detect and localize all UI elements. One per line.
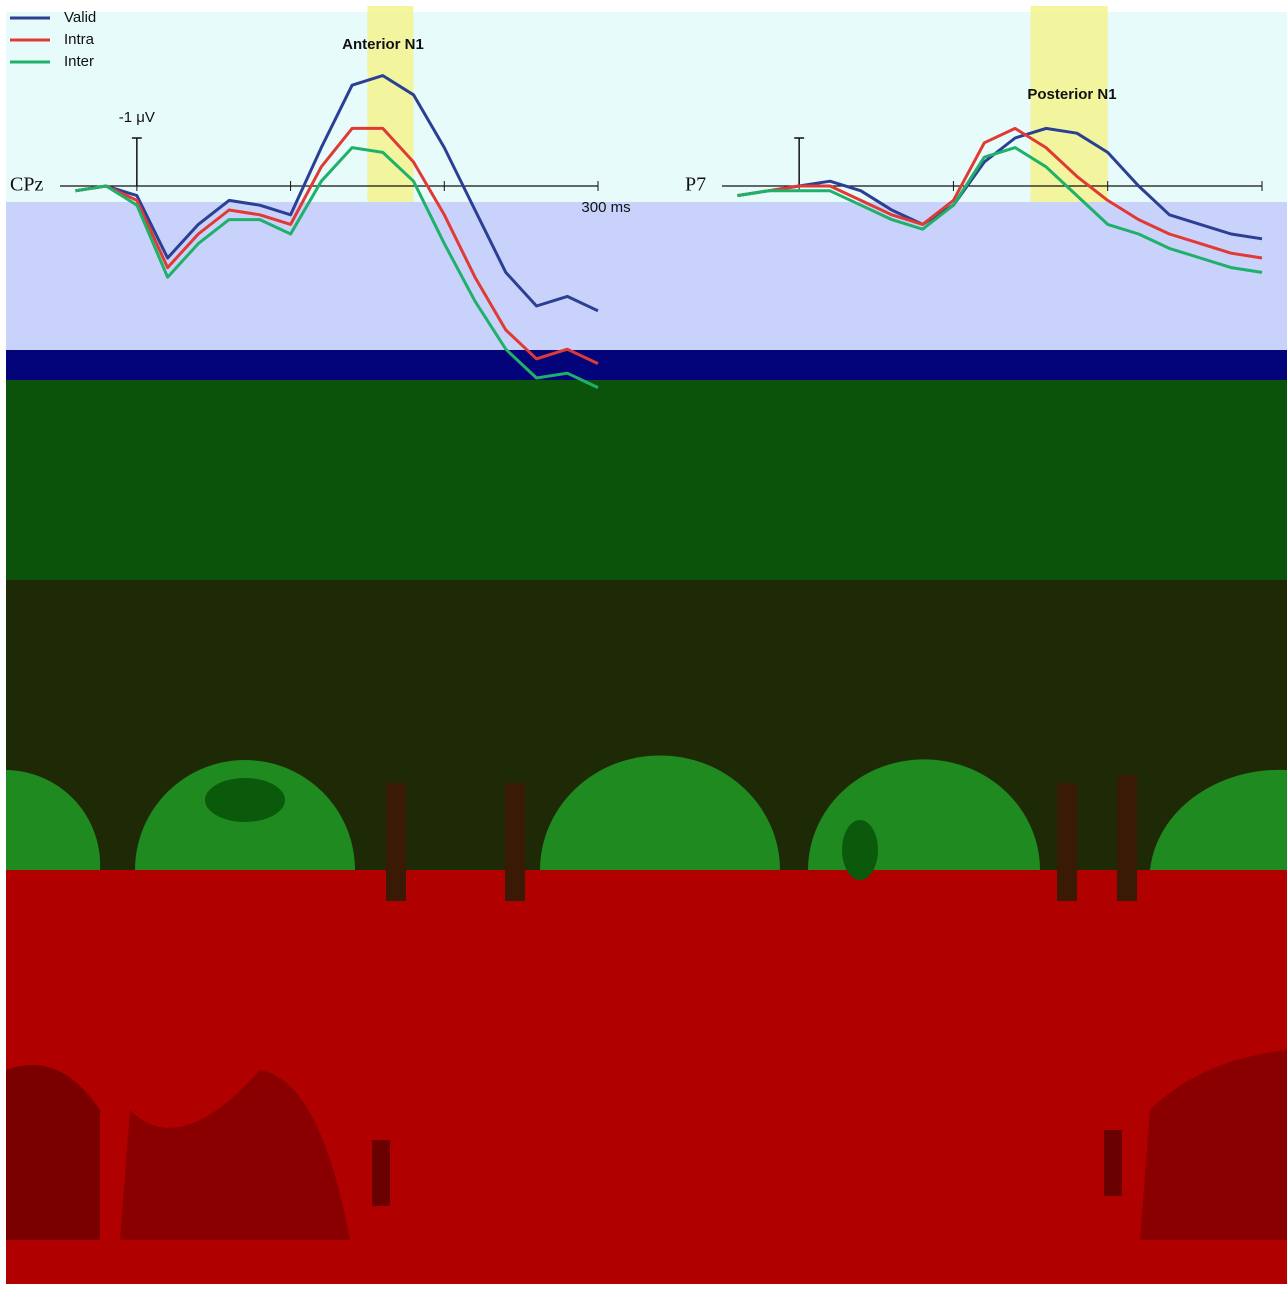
figure: Anterior N1 CPz 300 ms -1 μV Valid Intra Inter… [0,0,1287,1284]
legend-label: Valid [64,9,96,26]
legend-label: Intra [64,31,95,48]
component-title: Anterior N1 [342,36,424,53]
x-tick-label: 300 ms [581,199,630,216]
legend-label: Inter [64,53,94,70]
component-title: Posterior N1 [1027,86,1116,103]
y-tick-label: -1 μV [119,109,155,126]
channel-label: P7 [685,174,706,196]
highlight-window [1031,6,1108,202]
channel-label: CPz [10,174,43,196]
